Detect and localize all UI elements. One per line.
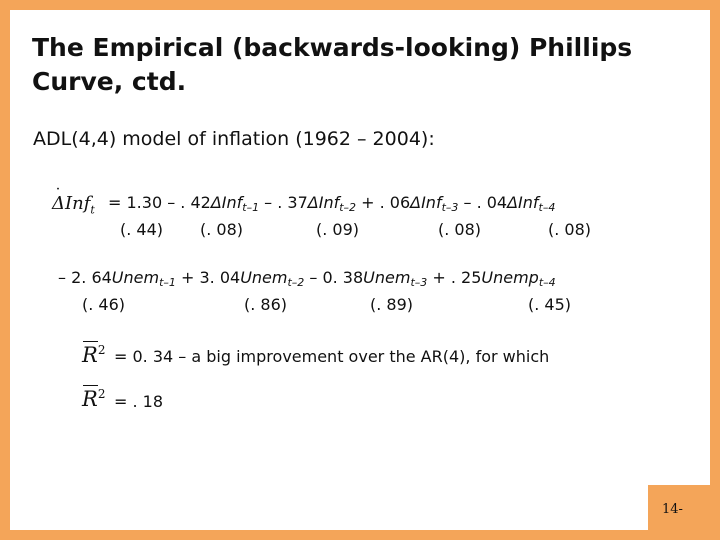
hat-mark: ˙ xyxy=(54,185,62,204)
equation-variable: Unem xyxy=(363,268,411,287)
std-error: (. 08) xyxy=(438,220,482,239)
equation-variable: ΔInf xyxy=(507,193,539,212)
equation-term: = 1.30 – . 42 xyxy=(108,193,211,212)
model-description: ADL(4,4) model of inflation (1962 – 2004… xyxy=(33,128,435,150)
adjusted-r-squared-statement: = 0. 34 – a big improvement over the AR(… xyxy=(114,347,550,366)
slide-panel xyxy=(10,10,710,530)
equation-subscript: t–3 xyxy=(410,276,428,289)
equation-term: + . 06 xyxy=(356,193,411,212)
r-exponent: 2 xyxy=(97,343,106,357)
equation-variable: Unem xyxy=(111,268,160,287)
std-error: (. 45) xyxy=(528,295,572,314)
equation-line-2: – 2. 64Unemt–1 + 3. 04Unemt–2 – 0. 38Une… xyxy=(58,268,556,289)
ar4-r-squared-value: = . 18 xyxy=(114,392,164,411)
equation-term: – . 04 xyxy=(458,193,508,212)
equation-subscript: t–1 xyxy=(242,201,260,214)
lhs-variable: ΔInf xyxy=(52,193,91,214)
equation-term: – 2. 64 xyxy=(58,268,112,287)
equation-line-1: = 1.30 – . 42ΔInft–1 – . 37ΔInft–2 + . 0… xyxy=(108,193,555,214)
equation-term: + 3. 04 xyxy=(175,268,241,287)
r-letter: R xyxy=(82,387,98,411)
equation-term: – 0. 38 xyxy=(304,268,364,287)
page-number-box: 14- xyxy=(648,485,710,530)
std-error: (. 89) xyxy=(370,295,414,314)
equation-subscript: t–4 xyxy=(538,201,556,214)
fitted-inflation-symbol: ˙ ΔInft xyxy=(52,185,95,217)
r-exponent: 2 xyxy=(97,387,106,401)
r-letter: R xyxy=(82,343,98,367)
equation-subscript: t–1 xyxy=(159,276,176,289)
std-error: (. 86) xyxy=(244,295,288,314)
page-number: 14- xyxy=(662,502,683,517)
equation-variable: ΔInf xyxy=(210,193,243,212)
equation-variable: ΔInf xyxy=(410,193,442,212)
ar4-r-squared-symbol: R2 xyxy=(82,385,106,411)
adjusted-r-squared-symbol: R2 xyxy=(82,341,106,367)
equation-subscript: t–2 xyxy=(339,201,357,214)
equation-subscript: t–3 xyxy=(441,201,459,214)
equation-term: + . 25 xyxy=(427,268,482,287)
std-error: (. 09) xyxy=(316,220,360,239)
equation-variable: Unem xyxy=(240,268,288,287)
std-error: (. 08) xyxy=(200,220,244,239)
equation-variable: Unemp xyxy=(481,268,539,287)
equation-subscript: t–2 xyxy=(287,276,305,289)
slide-title: The Empirical (backwards-looking) Philli… xyxy=(32,33,633,96)
equation-subscript: t–4 xyxy=(538,276,556,289)
std-error: (. 46) xyxy=(82,295,126,314)
equation-variable: ΔInf xyxy=(307,193,340,212)
std-error: (. 44) xyxy=(120,220,164,239)
equation-term: – . 37 xyxy=(259,193,308,212)
lhs-subscript: t xyxy=(90,203,95,217)
std-error: (. 08) xyxy=(548,220,592,239)
